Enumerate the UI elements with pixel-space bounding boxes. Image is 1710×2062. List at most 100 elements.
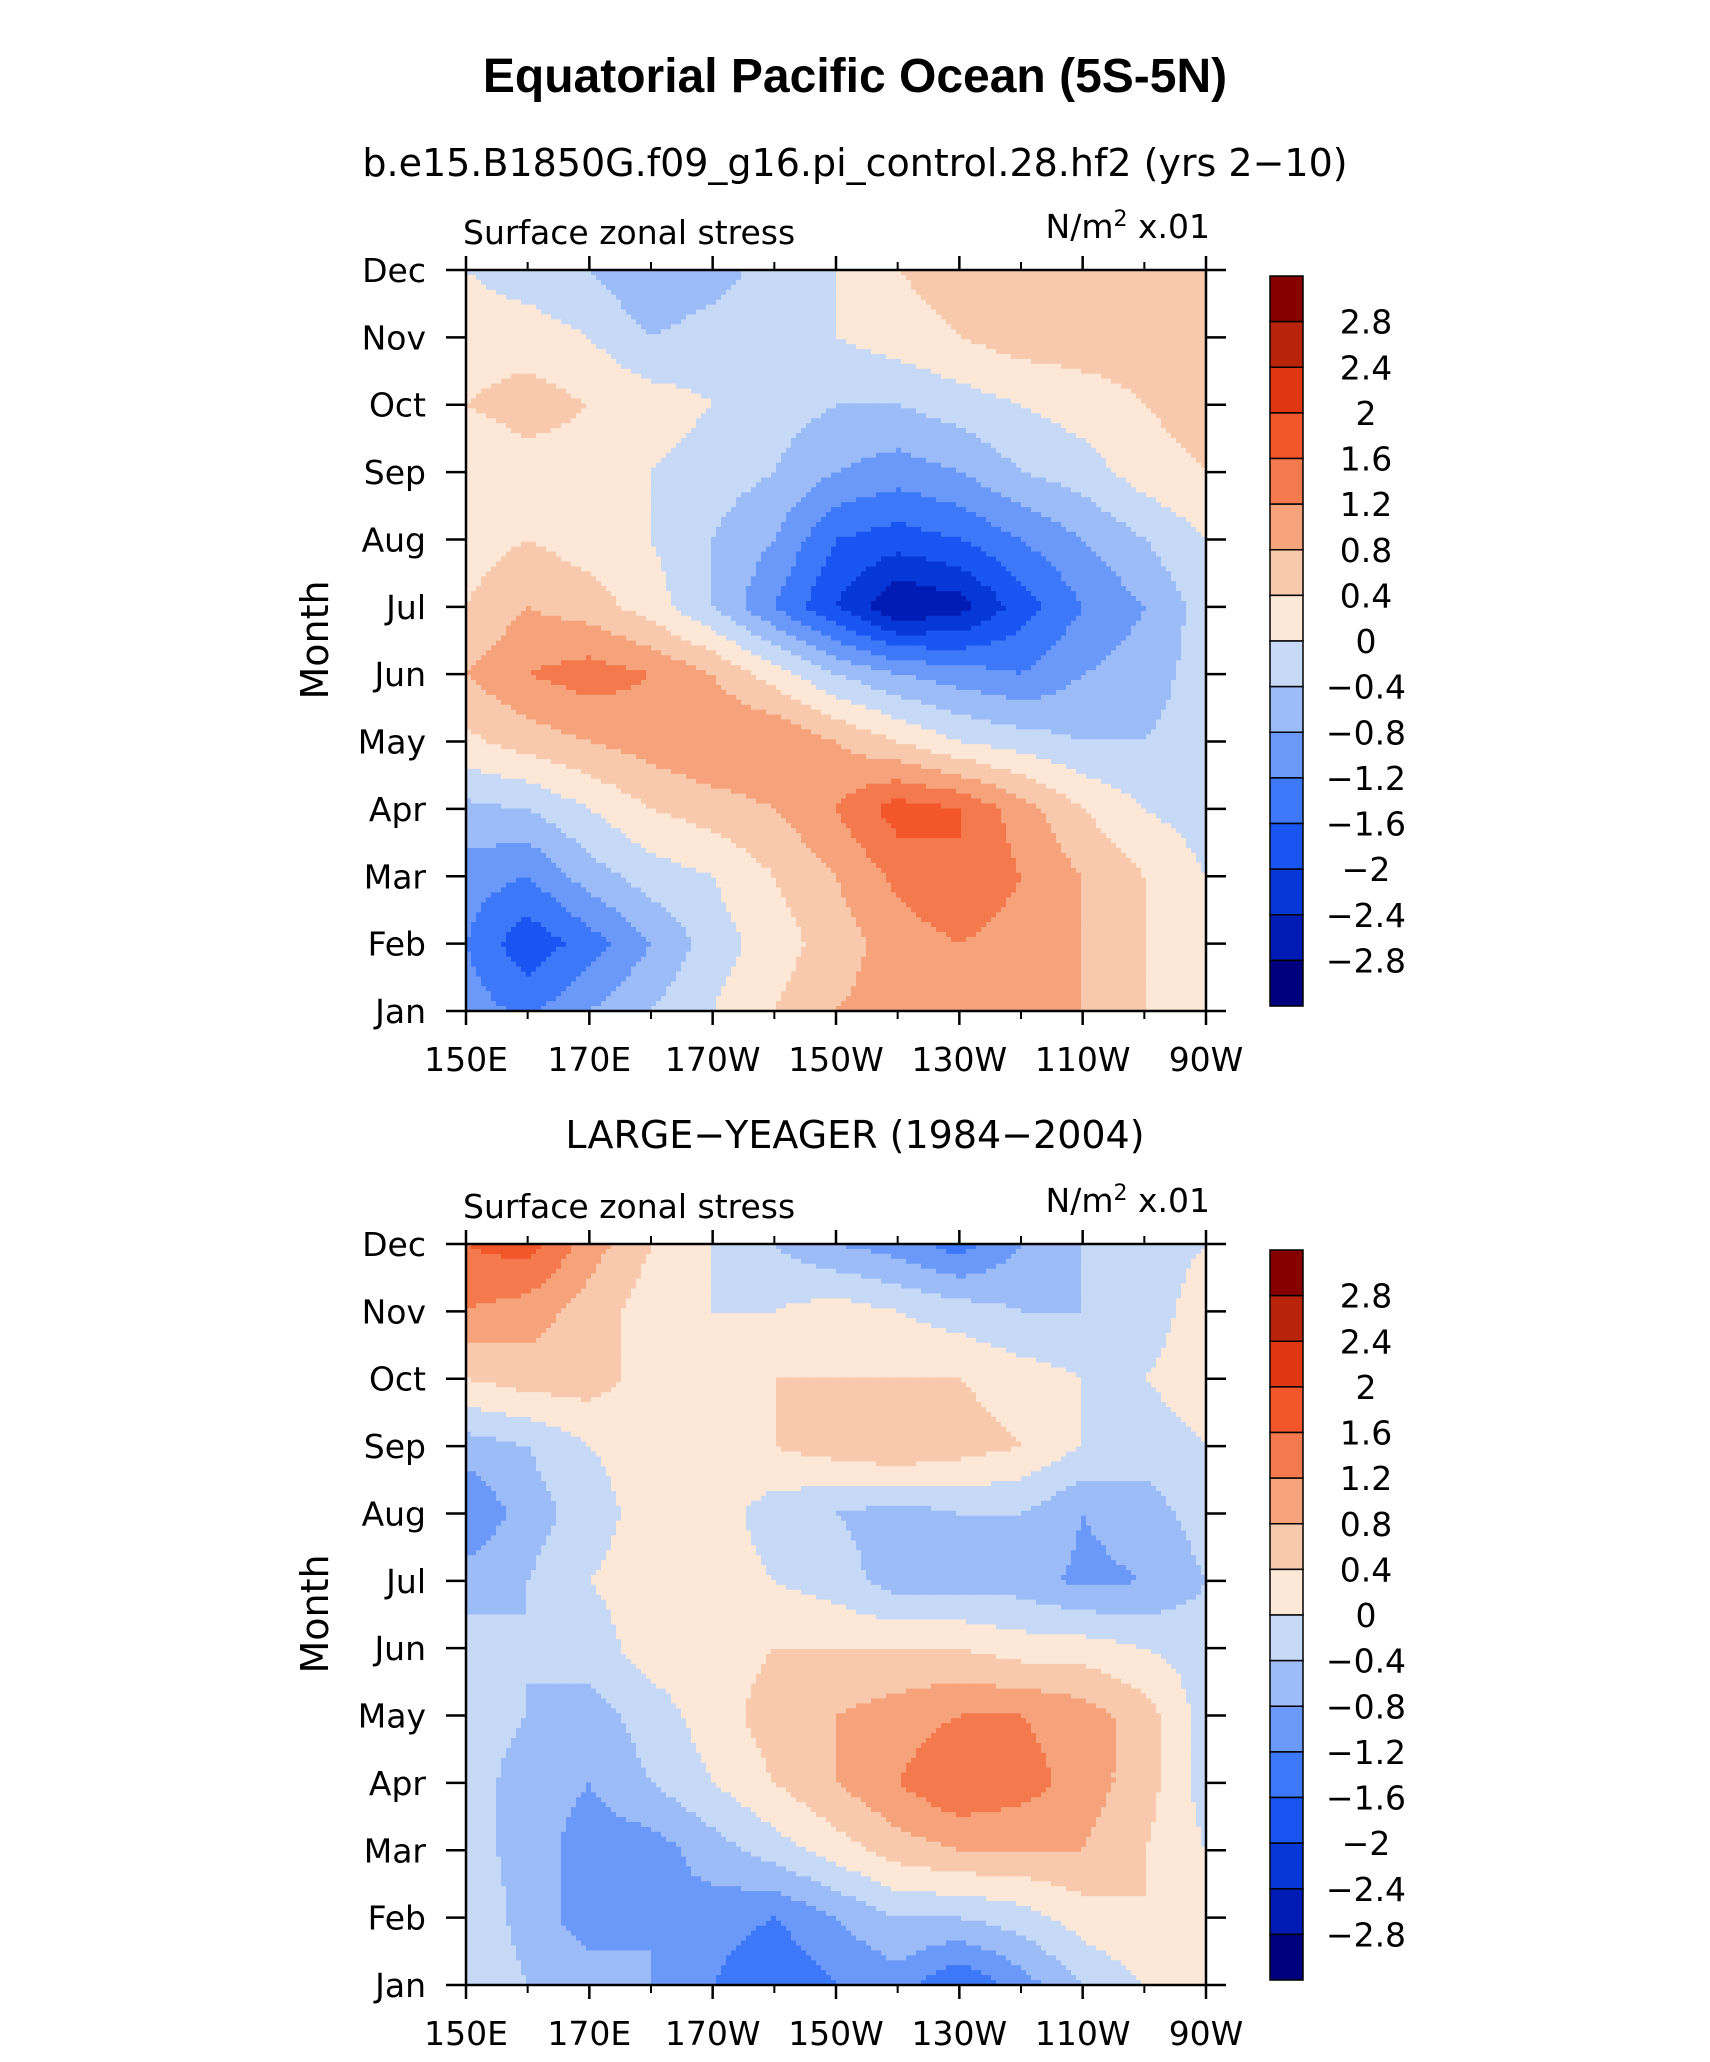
contour-cell: [591, 403, 597, 409]
contour-cell: [516, 329, 522, 335]
contour-cell: [1141, 423, 1147, 429]
contour-cell: [896, 394, 902, 400]
contour-cell: [676, 359, 682, 365]
contour-cell: [506, 384, 512, 390]
contour-cell: [1141, 354, 1147, 360]
contour-cell: [1181, 408, 1187, 414]
contour-cell: [941, 349, 947, 355]
contour-cell: [1011, 398, 1017, 404]
contour-cell: [856, 305, 862, 311]
contour-cell: [1156, 329, 1162, 335]
contour-cell: [926, 290, 932, 296]
contour-cell: [1151, 280, 1157, 286]
contour-cell: [611, 319, 617, 325]
contour-cell: [561, 374, 567, 380]
contour-cell: [1151, 403, 1157, 409]
contour-cell: [1136, 334, 1142, 340]
contour-cell: [851, 349, 857, 355]
contour-cell: [826, 300, 832, 306]
contour-cell: [791, 314, 797, 320]
contour-cell: [716, 428, 722, 434]
contour-cell: [931, 344, 937, 350]
contour-cell: [1121, 398, 1127, 404]
contour-cell: [606, 374, 612, 380]
contour-cell: [861, 310, 867, 316]
contour-cell: [1116, 369, 1122, 375]
contour-cell: [661, 384, 667, 390]
contour-cell: [1066, 280, 1072, 286]
contour-cell: [526, 275, 532, 281]
contour-cell: [741, 359, 747, 365]
contour-cell: [571, 389, 577, 395]
contour-cell: [571, 290, 577, 296]
contour-cell: [556, 428, 562, 434]
contour-cell: [1166, 354, 1172, 360]
contour-cell: [736, 418, 742, 424]
contour-cell: [991, 339, 997, 345]
contour-cell: [476, 379, 482, 385]
contour-cell: [1156, 319, 1162, 325]
contour-cell: [1191, 290, 1197, 296]
contour-cell: [781, 305, 787, 311]
contour-cell: [841, 428, 847, 434]
contour-cell: [1146, 290, 1152, 296]
contour-cell: [961, 408, 967, 414]
contour-cell: [656, 398, 662, 404]
contour-cell: [936, 403, 942, 409]
contour-cell: [501, 394, 507, 400]
contour-cell: [746, 310, 752, 316]
contour-cell: [516, 364, 522, 370]
contour-cell: [481, 324, 487, 330]
contour-cell: [636, 374, 642, 380]
contour-cell: [771, 310, 777, 316]
contour-cell: [611, 314, 617, 320]
contour-cell: [701, 389, 707, 395]
contour-cell: [601, 418, 607, 424]
contour-cell: [781, 394, 787, 400]
contour-cell: [486, 300, 492, 306]
contour-cell: [1001, 364, 1007, 370]
contour-cell: [1021, 394, 1027, 400]
contour-cell: [1056, 394, 1062, 400]
contour-cell: [926, 300, 932, 306]
contour-cell: [761, 295, 767, 301]
contour-cell: [586, 389, 592, 395]
contour-cell: [771, 394, 777, 400]
contour-cell: [1126, 394, 1132, 400]
contour-cell: [1196, 300, 1202, 306]
contour-cell: [576, 418, 582, 424]
contour-cell: [1161, 324, 1167, 330]
contour-cell: [726, 428, 732, 434]
contour-cell: [961, 285, 967, 291]
contour-cell: [961, 329, 967, 335]
contour-cell: [786, 324, 792, 330]
contour-cell: [986, 379, 992, 385]
contour-cell: [636, 339, 642, 345]
contour-cell: [996, 398, 1002, 404]
contour-cell: [926, 374, 932, 380]
contour-cell: [956, 314, 962, 320]
contour-cell: [891, 295, 897, 301]
contour-cell: [751, 418, 757, 424]
contour-cell: [946, 428, 952, 434]
contour-cell: [886, 428, 892, 434]
contour-cell: [886, 290, 892, 296]
contour-cell: [631, 290, 637, 296]
contour-cell: [761, 384, 767, 390]
contour-cell: [661, 295, 667, 301]
contour-cell: [1086, 379, 1092, 385]
contour-cell: [581, 280, 587, 286]
contour-cell: [926, 314, 932, 320]
contour-cell: [621, 364, 627, 370]
contour-cell: [1056, 359, 1062, 365]
contour-cell: [566, 408, 572, 414]
contour-cell: [1126, 398, 1132, 404]
contour-cell: [1176, 389, 1182, 395]
contour-cell: [1161, 285, 1167, 291]
contour-cell: [506, 319, 512, 325]
contour-cell: [991, 384, 997, 390]
contour-cell: [476, 319, 482, 325]
contour-cell: [606, 389, 612, 395]
contour-cell: [531, 300, 537, 306]
contour-cell: [861, 403, 867, 409]
